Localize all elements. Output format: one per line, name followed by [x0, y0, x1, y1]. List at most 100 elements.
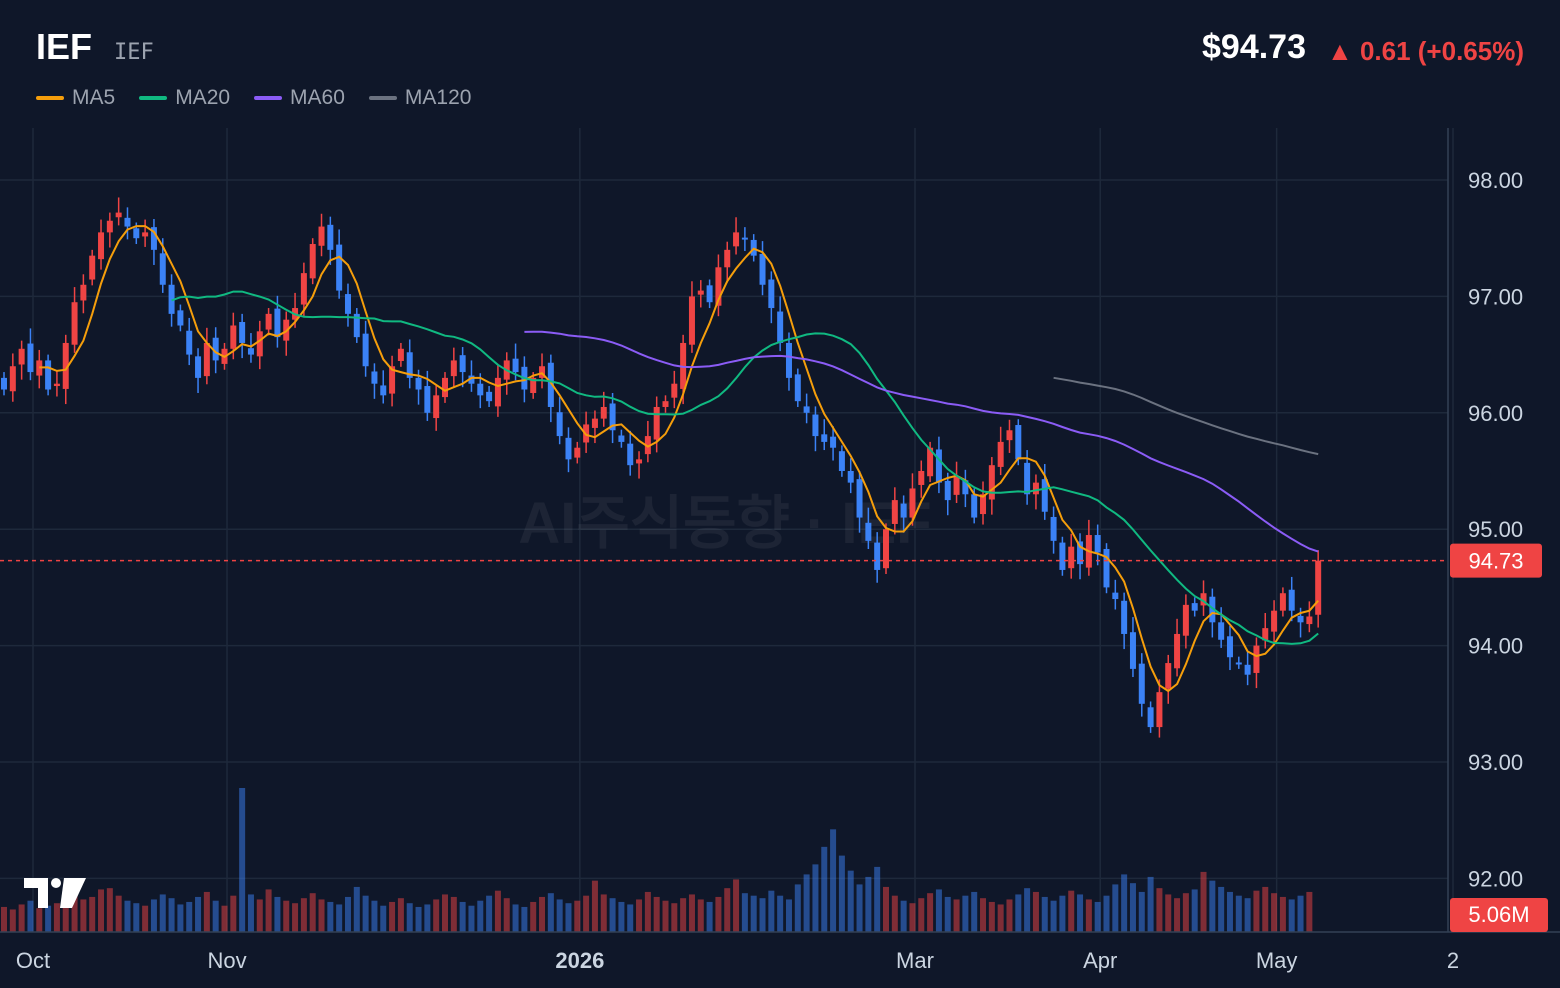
volume-bar: [856, 884, 863, 932]
volume-bars: [1, 788, 1313, 932]
volume-bar: [98, 889, 105, 932]
legend-item-ma20[interactable]: MA20: [139, 86, 230, 110]
volume-bar: [1156, 888, 1163, 932]
volume-bar: [27, 900, 34, 932]
volume-bar: [944, 896, 951, 932]
volume-bar: [159, 894, 166, 932]
candle-body: [971, 494, 978, 518]
candle-body: [1165, 663, 1172, 689]
volume-bar: [62, 901, 69, 932]
volume-bar: [53, 903, 60, 932]
candle-body: [812, 414, 819, 437]
volume-bar: [512, 904, 519, 932]
legend-swatch-ma60: [254, 96, 283, 100]
candle-body: [1077, 541, 1084, 565]
volume-bar: [962, 895, 969, 932]
volume-bar: [759, 898, 766, 932]
symbol-title: IEF: [36, 26, 93, 67]
y-tick-label: 93.00: [1468, 750, 1523, 775]
volume-bar: [636, 899, 643, 932]
candle-body: [353, 313, 360, 338]
volume-bar: [477, 900, 484, 932]
volume-bar: [618, 901, 625, 932]
candle-body: [777, 311, 784, 343]
volume-bar: [406, 903, 413, 932]
legend-label-ma60: MA60: [290, 86, 345, 109]
legend-label-ma120: MA120: [404, 86, 472, 109]
x-tick-label: May: [1256, 948, 1298, 973]
volume-bar: [265, 889, 272, 932]
candle-body: [362, 333, 369, 367]
chart-axes: 98.00 97.00 96.00 95.00 94.00 93.00 92.00 Oct No…: [0, 128, 1560, 973]
volume-bar: [812, 864, 819, 932]
volume-bar: [662, 900, 669, 932]
candle-body: [256, 331, 263, 357]
candle-body: [830, 436, 837, 448]
candle-body: [494, 377, 501, 407]
volume-bar: [45, 905, 52, 932]
volume-bar: [344, 896, 351, 932]
volume-bar: [486, 895, 493, 932]
candle-body: [459, 355, 466, 373]
candle-body: [1138, 663, 1145, 704]
volume-bar: [1041, 896, 1048, 932]
candle-body: [591, 418, 598, 428]
volume-bar: [212, 900, 219, 932]
candle-body: [662, 401, 669, 407]
volume-bar: [327, 901, 334, 932]
volume-bar: [1138, 891, 1145, 932]
volume-bar: [89, 896, 96, 932]
volume-bar: [106, 888, 113, 932]
candle-body: [715, 267, 722, 306]
volume-bar: [1244, 898, 1251, 932]
candle-body: [1032, 482, 1039, 495]
volume-bar: [997, 904, 1004, 932]
volume-bar: [715, 896, 722, 932]
candle-body: [318, 226, 325, 246]
volume-bar: [380, 905, 387, 932]
volume-bar: [71, 893, 78, 932]
volume-bar: [865, 876, 872, 932]
candle-body: [106, 220, 113, 233]
candle-body: [565, 437, 572, 460]
candle-body: [785, 342, 792, 378]
volume-bar: [1253, 890, 1260, 932]
candle-body: [477, 383, 484, 396]
volume-bar: [1306, 891, 1313, 932]
volume-bar: [768, 890, 775, 932]
candle-body: [688, 296, 695, 345]
legend-item-ma5[interactable]: MA5: [36, 86, 115, 110]
candle-body: [556, 412, 563, 437]
volume-bar: [803, 874, 810, 932]
candle-body: [53, 383, 60, 387]
candle-body: [1279, 593, 1286, 611]
volume-bar: [706, 901, 713, 932]
moving-averages: [39, 225, 1319, 693]
volume-bar: [503, 898, 510, 932]
legend-item-ma120[interactable]: MA120: [368, 86, 472, 110]
candle-body: [838, 451, 845, 471]
watermark: AI주식동향 · IEF: [518, 491, 931, 556]
last-price-badge: [1450, 543, 1542, 578]
volume-bar: [36, 908, 43, 932]
volume-bar: [609, 898, 616, 932]
legend-item-ma60[interactable]: MA60: [254, 86, 345, 110]
candle-body: [442, 377, 448, 398]
volume-bar: [309, 893, 316, 932]
volume-bar: [203, 891, 210, 932]
volume-bar: [230, 895, 237, 932]
candle-body: [371, 371, 378, 384]
volume-bar: [1085, 899, 1092, 932]
volume-bar: [547, 893, 554, 932]
candle-body: [706, 285, 713, 303]
candle-body: [821, 434, 828, 442]
volume-label: 5.06M: [1468, 902, 1529, 927]
candle-body: [424, 386, 431, 413]
candle-body: [150, 227, 157, 250]
volume-bar: [1271, 893, 1278, 932]
candle-body: [891, 500, 898, 524]
volume-bar: [741, 893, 748, 932]
candle-body: [644, 436, 651, 455]
candle-body: [1156, 692, 1163, 728]
